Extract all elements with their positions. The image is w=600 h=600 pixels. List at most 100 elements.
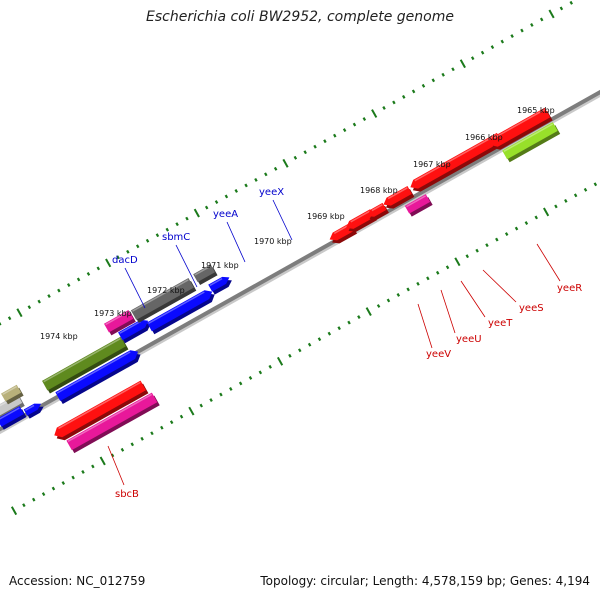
- major-tick: [188, 406, 195, 416]
- minor-tick: [465, 254, 470, 259]
- minor-tick: [524, 221, 529, 225]
- gene-label-yeeU: yeeU: [456, 334, 482, 345]
- minor-tick: [145, 238, 150, 243]
- minor-tick: [500, 39, 505, 44]
- gene-feature: [146, 290, 215, 335]
- map-title: Escherichia coli BW2952, complete genome: [146, 9, 454, 25]
- minor-tick: [0, 321, 2, 326]
- minor-tick: [219, 392, 223, 397]
- minor-tick: [435, 270, 440, 275]
- minor-tick: [7, 316, 12, 321]
- minor-tick: [569, 0, 573, 5]
- leader-line: [107, 445, 125, 486]
- minor-tick: [81, 470, 85, 474]
- minor-tick: [451, 67, 455, 72]
- minor-tick: [386, 298, 391, 303]
- minor-tick: [411, 89, 416, 94]
- major-tick: [459, 59, 466, 69]
- minor-tick: [254, 177, 258, 182]
- minor-tick: [445, 265, 450, 270]
- minor-tick: [244, 183, 248, 188]
- gene-feature: [367, 202, 389, 220]
- minor-tick: [175, 222, 179, 227]
- minor-tick: [71, 475, 75, 480]
- minor-tick: [480, 50, 485, 55]
- major-tick: [371, 109, 378, 118]
- minor-tick: [406, 287, 410, 292]
- gene-label-sbmC: sbmC: [162, 232, 190, 243]
- minor-tick: [376, 304, 381, 308]
- major-tick: [16, 308, 23, 318]
- minor-tick: [539, 17, 544, 22]
- minor-tick: [22, 503, 26, 508]
- leader-line: [482, 269, 517, 303]
- minor-tick: [421, 83, 426, 88]
- gene-label-yeeS: yeeS: [519, 303, 544, 314]
- minor-tick: [327, 331, 332, 336]
- major-tick: [276, 356, 284, 366]
- minor-tick: [268, 364, 272, 369]
- minor-tick: [307, 342, 312, 347]
- minor-tick: [510, 34, 514, 38]
- minor-tick: [333, 133, 337, 138]
- scale-label: 1972 kbp: [147, 286, 185, 295]
- minor-tick: [534, 215, 538, 220]
- minor-tick: [234, 189, 238, 193]
- major-tick: [10, 506, 18, 516]
- minor-tick: [179, 414, 184, 419]
- minor-tick: [342, 128, 347, 133]
- major-tick: [543, 207, 550, 217]
- upper-scale-ticks: [0, 0, 573, 326]
- minor-tick: [140, 436, 144, 441]
- gene-feature: [42, 336, 129, 394]
- gene-feature: [346, 209, 377, 232]
- minor-tick: [258, 370, 263, 375]
- leader-line: [124, 267, 146, 309]
- leader-line: [460, 280, 486, 318]
- minor-tick: [248, 375, 253, 380]
- major-tick: [282, 158, 289, 168]
- minor-tick: [583, 187, 588, 192]
- scale-label: 1969 kbp: [307, 212, 345, 221]
- major-tick: [105, 258, 112, 268]
- minor-tick: [199, 403, 203, 408]
- gene-feature: [54, 380, 149, 441]
- minor-tick: [27, 305, 32, 310]
- minor-tick: [126, 249, 130, 254]
- scale-label: 1971 kbp: [201, 261, 239, 270]
- minor-tick: [264, 172, 268, 177]
- minor-tick: [431, 78, 436, 83]
- minor-tick: [313, 144, 317, 149]
- minor-tick: [76, 277, 81, 282]
- minor-tick: [185, 216, 189, 221]
- minor-tick: [573, 193, 578, 198]
- minor-tick: [204, 205, 209, 210]
- gene-feature: [502, 122, 561, 163]
- gene-feature: [118, 319, 151, 344]
- scale-label: 1967 kbp: [413, 160, 451, 169]
- minor-tick: [362, 117, 367, 121]
- major-tick: [548, 9, 555, 19]
- minor-tick: [229, 387, 233, 391]
- gene-feature: [208, 276, 232, 295]
- gene-feature: [193, 264, 218, 286]
- minor-tick: [66, 283, 71, 287]
- gene-label-yeeT: yeeT: [488, 318, 513, 329]
- leader-line: [536, 243, 561, 282]
- gene-label-yeeV: yeeV: [426, 349, 451, 360]
- minor-tick: [504, 232, 509, 237]
- minor-tick: [323, 139, 327, 144]
- minor-tick: [416, 281, 420, 286]
- gene-feature: [0, 406, 27, 430]
- scale-label: 1974 kbp: [40, 332, 78, 341]
- minor-tick: [475, 248, 479, 253]
- scale-label: 1965 kbp: [517, 106, 555, 115]
- accession-text: Accession: NC_012759: [9, 574, 146, 588]
- minor-tick: [155, 233, 160, 238]
- gene-feature: [489, 107, 553, 150]
- label-leader-lines: [107, 199, 561, 486]
- minor-tick: [110, 453, 115, 458]
- minor-tick: [382, 106, 386, 110]
- minor-tick: [238, 381, 243, 386]
